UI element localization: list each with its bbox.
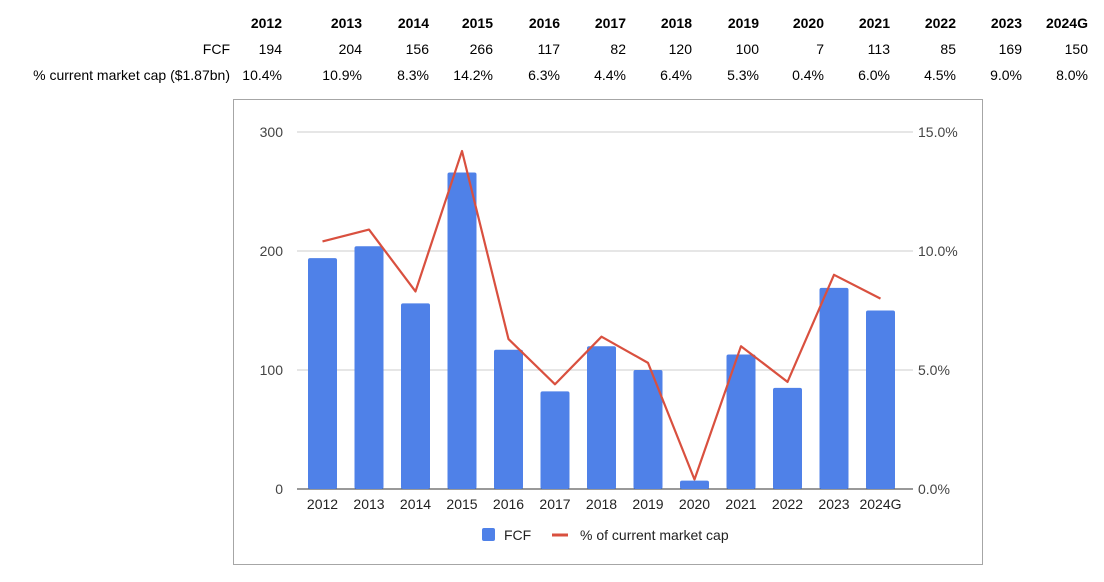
x-tick-label: 2019 bbox=[632, 496, 663, 512]
table-header-year: 2016 bbox=[528, 15, 560, 31]
legend-label-fcf: FCF bbox=[504, 527, 531, 543]
table-cell: 0.4% bbox=[792, 67, 824, 83]
table-cell: 266 bbox=[469, 41, 493, 57]
y-left-tick-label: 300 bbox=[260, 124, 284, 140]
y-left-tick-label: 100 bbox=[260, 362, 284, 378]
table-cell: 5.3% bbox=[727, 67, 759, 83]
table-cell: 169 bbox=[998, 41, 1022, 57]
table-cell: 85 bbox=[940, 41, 956, 57]
line-series bbox=[322, 149, 882, 481]
y-left-tick-label: 0 bbox=[275, 481, 283, 497]
bar-fcf-2015 bbox=[447, 172, 477, 489]
table-cell: 4.4% bbox=[594, 67, 626, 83]
y-right-tick-label: 0.0% bbox=[918, 481, 950, 497]
x-tick-label: 2012 bbox=[307, 496, 338, 512]
table-cell: 113 bbox=[867, 41, 890, 57]
bar-fcf-2013 bbox=[354, 246, 384, 489]
table-header-year: 2018 bbox=[660, 15, 692, 31]
axes: 0 100 200 300 0.0% 5.0% 10.0% 15.0% 2012 2013 2014… bbox=[260, 124, 958, 512]
bar-fcf-2012 bbox=[308, 258, 337, 489]
table-header-year: 2022 bbox=[924, 15, 956, 31]
combo-chart: 0 100 200 300 0.0% 5.0% 10.0% 15.0% 2012 2013 2014… bbox=[260, 124, 958, 543]
x-tick-label: 2014 bbox=[400, 496, 431, 512]
table-cell: 150 bbox=[1064, 41, 1088, 57]
legend: FCF % of current market cap bbox=[482, 527, 729, 543]
bar-fcf-2022 bbox=[773, 387, 802, 489]
bar-fcf-2019 bbox=[633, 370, 663, 489]
table-cell: 8.3% bbox=[397, 67, 429, 83]
bar-series bbox=[308, 172, 895, 489]
bar-fcf-2020 bbox=[680, 480, 709, 489]
x-tick-label: 2020 bbox=[679, 496, 710, 512]
table-header-year: 2013 bbox=[330, 15, 362, 31]
bar-fcf-2014 bbox=[401, 303, 430, 489]
y-left-tick-label: 200 bbox=[260, 243, 284, 259]
bar-fcf-2017 bbox=[540, 391, 570, 489]
table-cell: 9.0% bbox=[990, 67, 1022, 83]
table-cell: 204 bbox=[338, 41, 362, 57]
table-cell: 7 bbox=[816, 41, 824, 57]
y-right-tick-label: 10.0% bbox=[918, 243, 958, 259]
x-tick-label: 2022 bbox=[772, 496, 803, 512]
table-header-year: 2021 bbox=[858, 15, 890, 31]
table-cell: 8.0% bbox=[1056, 67, 1088, 83]
y-right-tick-label: 5.0% bbox=[918, 362, 950, 378]
y-right-tick-label: 15.0% bbox=[918, 124, 958, 140]
table-row-label: FCF bbox=[202, 41, 230, 57]
table-row-label: % current market cap ($1.87bn) bbox=[33, 67, 230, 83]
table-header-year: 2015 bbox=[461, 15, 493, 31]
table-cell: 194 bbox=[258, 41, 282, 57]
table-cell: 6.3% bbox=[528, 67, 560, 83]
table-cell: 6.4% bbox=[660, 67, 692, 83]
table-cell: 117 bbox=[537, 41, 560, 57]
legend-swatch-fcf bbox=[482, 528, 495, 541]
bar-fcf-2024G bbox=[866, 310, 895, 489]
x-tick-label: 2015 bbox=[446, 496, 477, 512]
x-tick-label: 2021 bbox=[725, 496, 756, 512]
chart-frame: 0 100 200 300 0.0% 5.0% 10.0% 15.0% 2012 2013 2014… bbox=[233, 99, 983, 565]
table-cell: 10.9% bbox=[322, 67, 362, 83]
table-cell: 120 bbox=[668, 41, 692, 57]
table-cell: 6.0% bbox=[858, 67, 890, 83]
x-tick-label: 2016 bbox=[493, 496, 524, 512]
bar-fcf-2021 bbox=[726, 354, 756, 489]
table-header-year: 2017 bbox=[594, 15, 626, 31]
x-tick-label: 2013 bbox=[353, 496, 384, 512]
table-header-year: 2024G bbox=[1045, 15, 1088, 31]
legend-label-pct: % of current market cap bbox=[580, 527, 729, 543]
bar-fcf-2018 bbox=[587, 346, 616, 489]
table-cell: 14.2% bbox=[453, 67, 493, 83]
table-cell: 82 bbox=[610, 41, 626, 57]
x-tick-label: 2024G bbox=[859, 496, 901, 512]
x-tick-label: 2023 bbox=[818, 496, 849, 512]
table-cell: 100 bbox=[735, 41, 759, 57]
table-header-year: 2020 bbox=[792, 15, 824, 31]
table-header-year: 2019 bbox=[727, 15, 759, 31]
x-tick-label: 2018 bbox=[586, 496, 617, 512]
table-header-year: 2012 bbox=[250, 15, 282, 31]
table-cell: 156 bbox=[405, 41, 429, 57]
bar-fcf-2016 bbox=[494, 349, 523, 489]
table-cell: 4.5% bbox=[924, 67, 956, 83]
table-header-year: 2014 bbox=[397, 15, 429, 31]
table-header-year: 2023 bbox=[990, 15, 1022, 31]
table-cell: 10.4% bbox=[242, 67, 282, 83]
x-tick-label: 2017 bbox=[539, 496, 570, 512]
data-table: 2012 2013 2014 2015 2016 2017 2018 2019 2020 2021… bbox=[0, 0, 1104, 100]
bar-fcf-2023 bbox=[819, 287, 849, 489]
